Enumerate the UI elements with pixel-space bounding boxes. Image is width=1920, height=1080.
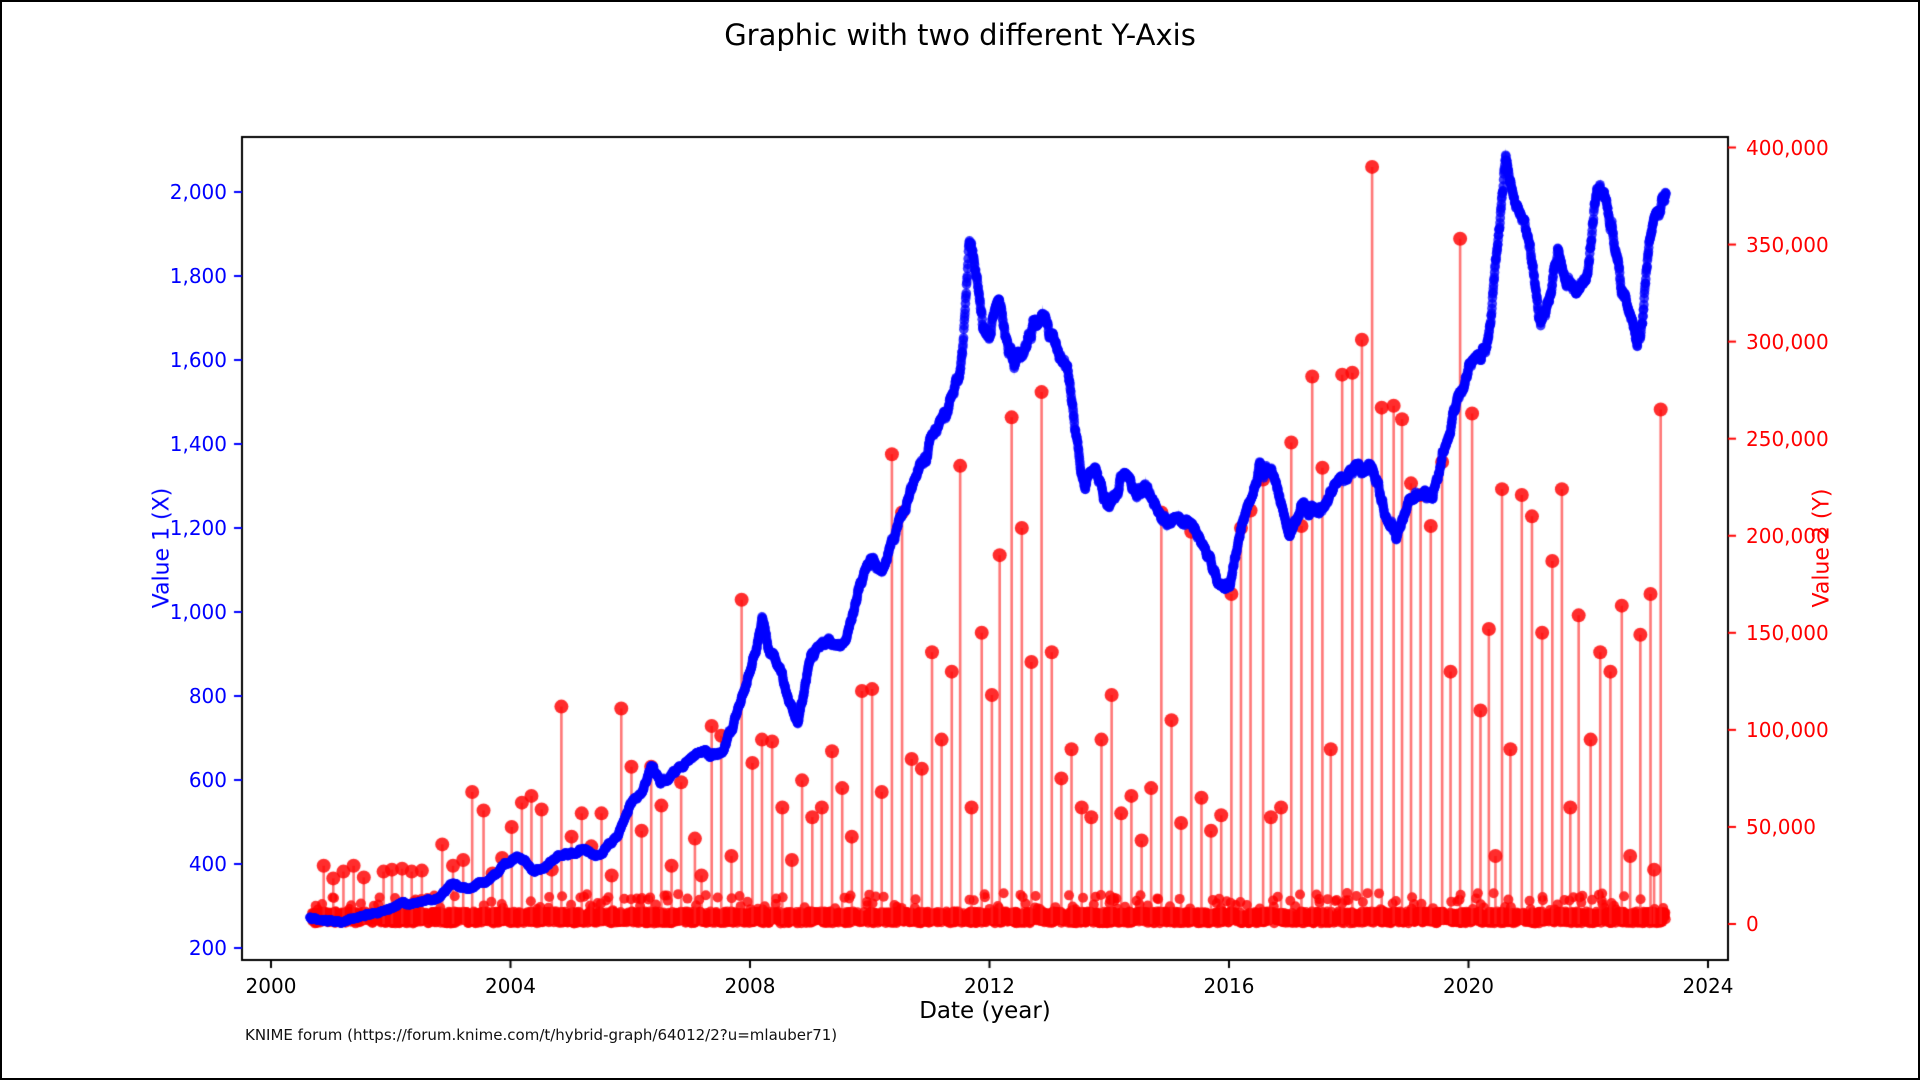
y2-tick-label: 150,000 <box>1746 620 1829 645</box>
y1-tick-label: 1,800 <box>169 264 227 288</box>
x-tick-label: 2016 <box>1203 974 1255 998</box>
x-tick-label: 2024 <box>1682 974 1734 998</box>
x-tick-label: 2004 <box>485 974 536 998</box>
x-tick-label: 2008 <box>724 974 776 998</box>
y2-tick-label: 200,000 <box>1746 523 1829 548</box>
y2-tick-label: 350,000 <box>1746 232 1829 257</box>
chart-title: Graphic with two different Y-Axis <box>724 18 1196 52</box>
footer-credit: KNIME forum (https://forum.knime.com/t/h… <box>245 1026 838 1044</box>
y2-axis-label: Value 2 (Y) <box>1809 488 1835 608</box>
x-tick-label: 2012 <box>964 974 1015 998</box>
y2-tick-label: 400,000 <box>1746 135 1829 160</box>
y1-tick-label: 600 <box>188 768 227 792</box>
y2-tick-label: 250,000 <box>1746 426 1829 451</box>
x-tick-label: 2000 <box>245 974 297 998</box>
y2-tick-label: 100,000 <box>1746 717 1829 742</box>
y1-tick-label: 1,000 <box>169 600 227 624</box>
y2-tick-label: 50,000 <box>1746 814 1816 839</box>
y1-tick-label: 1,400 <box>169 432 227 456</box>
y1-tick-label: 800 <box>188 684 227 708</box>
y2-tick-label: 0 <box>1746 912 1759 936</box>
y1-tick-label: 400 <box>188 852 227 876</box>
y1-axis-label: Value 1 (X) <box>149 487 175 609</box>
x-tick-label: 2020 <box>1443 974 1494 998</box>
y1-tick-label: 200 <box>188 936 227 960</box>
y1-tick-label: 2,000 <box>169 180 227 204</box>
x-axis-label: Date (year) <box>919 998 1051 1024</box>
y1-tick-label: 1,600 <box>169 348 227 372</box>
y2-tick-label: 300,000 <box>1746 329 1829 354</box>
y1-tick-label: 1,200 <box>169 516 227 540</box>
